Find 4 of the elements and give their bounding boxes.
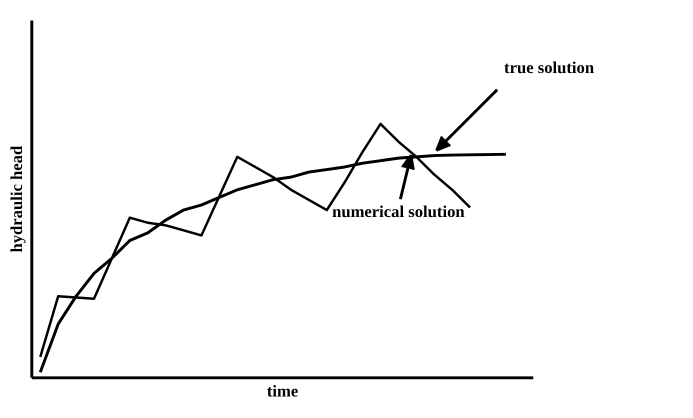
y-axis-title: hydraulic head — [7, 145, 26, 253]
text: true solution — [504, 58, 594, 78]
x-axis-title: time — [266, 381, 298, 400]
series-label: numerical solution — [332, 202, 465, 221]
